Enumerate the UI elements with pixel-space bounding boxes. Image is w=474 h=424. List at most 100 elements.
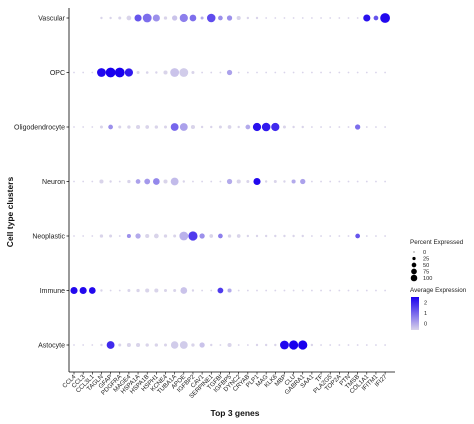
dot-neoplastic-top2a [338, 235, 341, 237]
dot-neoplastic-mbp [283, 234, 286, 238]
y-tick-label: Oligodendrocyte [14, 125, 65, 132]
dot-opc-apoe [179, 68, 189, 77]
dot-astocyte-tmsb [356, 344, 359, 346]
dot-opc-tgfbi [219, 71, 222, 74]
dot-neuron-tmsb [356, 180, 359, 183]
color-legend-label: 0 [424, 322, 427, 328]
dot-neuron-mbp [283, 180, 286, 183]
dot-astocyte-ccl3 [82, 344, 85, 346]
dot-neoplastic-tmsb [355, 233, 361, 239]
dot-oligodendrocyte-pdgfra [118, 125, 122, 129]
dot-immune-top2a [338, 289, 341, 292]
dot-astocyte-hspa1b [145, 343, 149, 347]
dot-oligodendrocyte-apoe [179, 123, 188, 131]
x-tick-labels: CCL4CCL3CCL3L1TAGLNGFAPPDGFRAMAGE4HSPA1A… [61, 373, 389, 400]
dot-neoplastic-plp1 [255, 234, 259, 238]
dot-astocyte-ifitm1 [375, 344, 377, 346]
dot-neuron-gabra1 [300, 178, 306, 185]
x-axis-title: Top 3 genes [211, 408, 260, 418]
dot-vascular-col1a1 [363, 14, 371, 22]
dot-vascular-tgfbi [218, 15, 223, 21]
dot-immune-tuba1a [173, 289, 177, 292]
dot-astocyte-hsph1 [154, 343, 159, 347]
dot-opc-klk6 [274, 71, 277, 74]
dot-neoplastic-klk6 [274, 234, 277, 238]
dot-opc-ptn [347, 71, 350, 74]
dot-oligodendrocyte-igfbp2 [190, 124, 195, 130]
dot-oligodendrocyte-serpine1 [210, 125, 213, 129]
dot-oligodendrocyte-mage4 [127, 125, 131, 129]
dot-oligodendrocyte-clu [292, 125, 295, 129]
dot-oligodendrocyte-top2a [338, 126, 341, 128]
dot-vascular-cryab [246, 16, 250, 20]
dot-oligodendrocyte-ifitm1 [375, 126, 377, 128]
dot-opc-pla2g5 [329, 71, 332, 74]
y-tick-label: Neuron [42, 179, 65, 186]
dot-neuron-col1a1 [365, 180, 368, 183]
size-legend-dot [410, 274, 418, 282]
dot-oligodendrocyte-kcne4 [164, 125, 167, 129]
size-legend-dot [412, 256, 416, 261]
dot-immune-gfap [109, 289, 112, 292]
dot-astocyte-tgfbi [219, 344, 222, 346]
dot-vascular-mage4 [126, 15, 132, 21]
dot-astocyte-tf [320, 344, 322, 346]
dot-oligodendrocyte-ccl3l1 [91, 126, 94, 128]
dot-opc-cav1 [201, 71, 204, 74]
dot-astocyte-mbp [280, 340, 289, 350]
dot-immune-mbp [283, 289, 286, 292]
dot-astocyte-igfbp5 [227, 342, 232, 348]
dot-neuron-ifitm1 [375, 180, 377, 183]
dot-neuron-pdgfra [118, 180, 121, 183]
dot-opc-hspa1b [145, 71, 149, 74]
dot-astocyte-mage4 [126, 342, 131, 348]
dot-immune-cryab [246, 289, 249, 292]
dot-opc-col1a1 [365, 71, 368, 74]
dot-immune-cav1 [201, 289, 204, 292]
size-legend-label: 50 [423, 263, 429, 269]
dot-immune-tmsb [356, 289, 359, 292]
dot-immune-tgfbi [217, 287, 224, 294]
dot-opc-ifi27 [384, 71, 386, 74]
dot-neoplastic-kcne4 [163, 234, 168, 238]
dot-neoplastic-ccl3 [82, 235, 85, 237]
dot-neoplastic-hspa1a [135, 233, 141, 239]
dot-astocyte-apoe [179, 341, 188, 349]
y-tick-labels: Vascular OPC Oligodendrocyte Neuron Neoplast… [14, 16, 66, 350]
dot-oligodendrocyte-cryab [245, 124, 251, 130]
dot-neuron-hspa1a [135, 179, 141, 184]
dot-astocyte-serpine1 [210, 343, 213, 347]
dot-immune-pla2g5 [329, 289, 332, 292]
dot-neuron-pla2g5 [329, 180, 332, 183]
dot-immune-serpine1 [210, 289, 213, 292]
dot-neoplastic-tf [320, 235, 322, 237]
color-legend-title: Average Expression [410, 287, 467, 294]
dot-neoplastic-serpine1 [209, 234, 214, 238]
dot-opc-tagln [97, 68, 106, 77]
dot-neoplastic-ifi27 [384, 235, 387, 237]
dot-neuron-ifi27 [384, 180, 387, 183]
dot-oligodendrocyte-dync2 [237, 125, 240, 129]
dot-neuron-igfbp2 [192, 180, 194, 183]
dot-neoplastic-cryab [246, 234, 250, 238]
dot-neuron-tgfbi [219, 180, 222, 183]
dot-immune-klk6 [274, 289, 277, 292]
dot-astocyte-plp1 [255, 343, 259, 347]
dot-neuron-hsph1 [153, 178, 160, 185]
dot-opc-ifitm1 [375, 71, 377, 74]
dot-opc-saa1 [311, 71, 313, 74]
dot-neuron-top2a [338, 180, 341, 183]
dot-immune-igfbp2 [191, 289, 195, 292]
dot-neoplastic-mage4 [126, 233, 131, 239]
dot-vascular-top2a [338, 17, 341, 19]
dot-opc-tmsb [356, 71, 359, 74]
size-legend-dot [411, 262, 417, 268]
size-legend-label: 75 [423, 270, 429, 276]
dot-oligodendrocyte-ccl4 [73, 126, 75, 128]
dot-immune-apoe [180, 287, 188, 294]
dot-neuron-igfbp5 [226, 178, 233, 185]
dot-neuron-mag [264, 180, 268, 183]
dot-astocyte-tagln [100, 343, 103, 347]
dot-astocyte-ccl4 [73, 344, 75, 346]
dot-neuron-plp1 [253, 177, 261, 186]
